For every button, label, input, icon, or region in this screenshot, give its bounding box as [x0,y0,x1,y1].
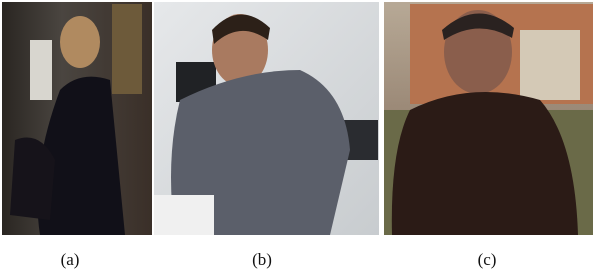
caption: (a) [61,250,80,269]
photo-a [2,2,152,235]
photo-c [384,2,593,235]
caption: (b) [252,250,272,269]
caption: (c) [478,250,497,269]
figure: (a) (b) (c) [0,0,595,275]
photo-b [154,2,379,235]
